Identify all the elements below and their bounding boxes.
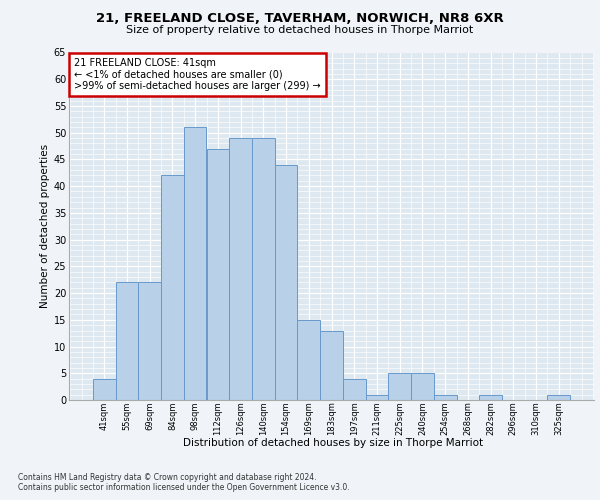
Y-axis label: Number of detached properties: Number of detached properties bbox=[40, 144, 50, 308]
Bar bbox=[434, 394, 457, 400]
Bar bbox=[275, 165, 298, 400]
Bar bbox=[320, 330, 343, 400]
Text: Contains public sector information licensed under the Open Government Licence v3: Contains public sector information licen… bbox=[18, 482, 350, 492]
Bar bbox=[116, 282, 139, 400]
Text: 21, FREELAND CLOSE, TAVERHAM, NORWICH, NR8 6XR: 21, FREELAND CLOSE, TAVERHAM, NORWICH, N… bbox=[96, 12, 504, 26]
Bar bbox=[343, 378, 365, 400]
Bar bbox=[139, 282, 161, 400]
Text: Distribution of detached houses by size in Thorpe Marriot: Distribution of detached houses by size … bbox=[183, 438, 483, 448]
Text: 21 FREELAND CLOSE: 41sqm
← <1% of detached houses are smaller (0)
>99% of semi-d: 21 FREELAND CLOSE: 41sqm ← <1% of detach… bbox=[74, 58, 321, 91]
Bar bbox=[206, 148, 229, 400]
Bar bbox=[479, 394, 502, 400]
Bar bbox=[298, 320, 320, 400]
Bar bbox=[252, 138, 275, 400]
Bar bbox=[161, 176, 184, 400]
Text: Size of property relative to detached houses in Thorpe Marriot: Size of property relative to detached ho… bbox=[127, 25, 473, 35]
Bar bbox=[388, 374, 411, 400]
Bar bbox=[411, 374, 434, 400]
Bar bbox=[365, 394, 388, 400]
Bar bbox=[184, 128, 206, 400]
Bar bbox=[93, 378, 116, 400]
Bar bbox=[547, 394, 570, 400]
Text: Contains HM Land Registry data © Crown copyright and database right 2024.: Contains HM Land Registry data © Crown c… bbox=[18, 472, 317, 482]
Bar bbox=[229, 138, 252, 400]
